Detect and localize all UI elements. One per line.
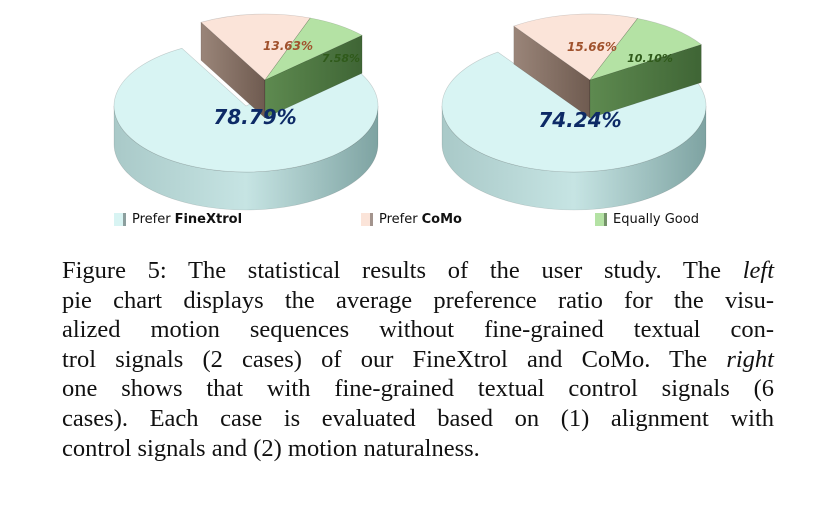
legend: Prefer FineXtrol Prefer CoMo Equally Goo…	[110, 212, 750, 232]
pie-top-como	[200, 13, 311, 81]
legend-label-equal: Equally Good	[613, 212, 699, 227]
caption-line-6: cases). Each case is evaluated based on …	[62, 404, 774, 432]
caption-line-2: pie chart displays the average preferenc…	[62, 286, 774, 314]
pie-label-equal: 7.58%	[322, 52, 360, 65]
legend-swatch-equal	[595, 213, 607, 226]
legend-item-finextrol: Prefer FineXtrol	[114, 212, 242, 227]
caption-text: Figure 5: The statistical results of the…	[62, 257, 743, 284]
caption-line-5: one shows that with fine-grained textual…	[62, 375, 774, 403]
legend-bold-como: CoMo	[421, 212, 462, 227]
pie-slice-equal	[264, 17, 363, 119]
pie-label-como: 13.63%	[263, 39, 313, 53]
pie-top-equal	[589, 18, 702, 81]
caption-line-7: control signals and (2) motion naturalne…	[62, 434, 480, 462]
right-pie-chart: 74.24% 15.66% 10.10%	[441, 13, 707, 211]
pie-charts: 78.79% 13.63% 7.58% 74.24% 15.66% 10.10%	[113, 13, 707, 211]
figure-caption: Figure 5: The statistical results of the…	[62, 256, 774, 463]
pie-label-equal: 10.10%	[627, 52, 673, 65]
legend-item-como: Prefer CoMo	[361, 212, 462, 227]
left-pie-chart: 78.79% 13.63% 7.58%	[113, 13, 379, 211]
legend-prefix-finextrol: Prefer	[132, 212, 171, 227]
pie-slice-finextrol	[441, 51, 707, 211]
caption-line-1: Figure 5: The statistical results of the…	[62, 256, 774, 286]
legend-item-equal: Equally Good	[595, 212, 699, 227]
caption-emphasis-left: left	[742, 257, 774, 284]
legend-bold-finextrol: FineXtrol	[174, 212, 243, 227]
caption-emphasis-right: right	[726, 345, 774, 373]
pie-label-finextrol: 74.24%	[538, 108, 621, 132]
pie-label-finextrol: 78.79%	[213, 105, 296, 129]
caption-line-3: alized motion sequences without fine-gra…	[62, 316, 774, 344]
pie-top-equal	[264, 17, 363, 81]
legend-prefix-como: Prefer	[379, 212, 418, 227]
caption-line-4: trol signals (2 cases) of our FineXtrol …	[62, 345, 774, 375]
pie-slice-equal	[589, 17, 702, 119]
legend-swatch-como	[361, 213, 373, 226]
pie-label-como: 15.66%	[567, 40, 617, 54]
legend-swatch-finextrol	[114, 213, 126, 226]
caption-text: trol signals (2 cases) of our FineXtrol …	[62, 345, 727, 373]
pie-top-como	[513, 13, 639, 81]
pie-top-finextrol	[441, 51, 707, 173]
